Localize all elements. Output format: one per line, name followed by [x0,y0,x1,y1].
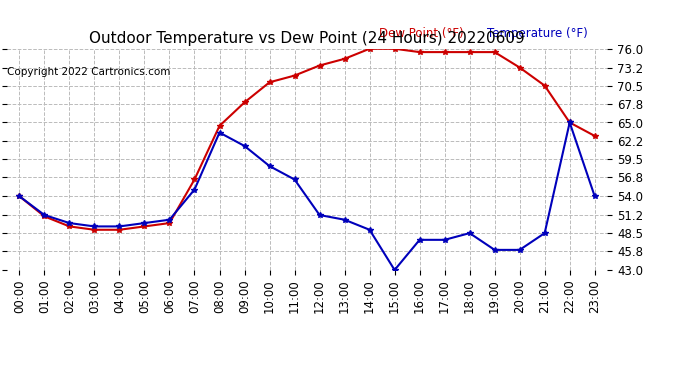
Text: Temperature (°F): Temperature (°F) [487,27,588,40]
Title: Outdoor Temperature vs Dew Point (24 Hours) 20220609: Outdoor Temperature vs Dew Point (24 Hou… [89,31,525,46]
Text: Dew Point (°F): Dew Point (°F) [379,27,464,40]
Text: Copyright 2022 Cartronics.com: Copyright 2022 Cartronics.com [7,67,170,77]
